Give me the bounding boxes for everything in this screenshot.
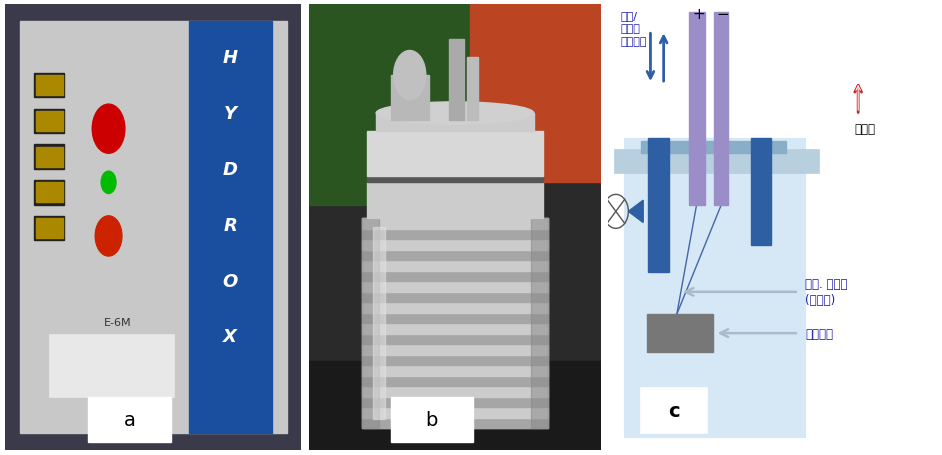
- Text: 압력계: 압력계: [854, 123, 875, 136]
- Bar: [367, 176, 543, 183]
- Text: c: c: [668, 401, 679, 420]
- Bar: [362, 303, 548, 313]
- Circle shape: [815, 49, 908, 174]
- Text: a: a: [123, 410, 136, 429]
- Text: b: b: [426, 410, 438, 429]
- Bar: [466, 58, 479, 121]
- Bar: [35, 181, 64, 205]
- Bar: [714, 14, 728, 205]
- Bar: [362, 250, 548, 261]
- Circle shape: [92, 105, 125, 154]
- Bar: [362, 418, 548, 428]
- Text: +: +: [691, 7, 705, 22]
- Bar: [373, 228, 385, 419]
- Bar: [391, 76, 429, 121]
- Bar: [309, 5, 469, 205]
- Bar: [689, 14, 705, 205]
- Bar: [362, 365, 548, 376]
- Bar: [531, 218, 548, 428]
- Bar: [36, 218, 62, 238]
- Circle shape: [95, 216, 122, 257]
- Circle shape: [394, 51, 426, 101]
- Text: R: R: [223, 216, 237, 234]
- Bar: [362, 344, 548, 355]
- Text: X: X: [223, 328, 237, 346]
- Text: Y: Y: [223, 105, 236, 123]
- Bar: [367, 131, 543, 176]
- Bar: [469, 5, 601, 183]
- Bar: [376, 114, 534, 131]
- Bar: [36, 147, 62, 167]
- Text: 산소/
배가스
유출입구: 산소/ 배가스 유출입구: [621, 11, 647, 47]
- Bar: [35, 74, 64, 98]
- Bar: [449, 40, 463, 121]
- Bar: [625, 138, 805, 437]
- Text: E-6M: E-6M: [104, 318, 131, 328]
- Bar: [188, 22, 272, 433]
- Text: O: O: [222, 272, 237, 290]
- Bar: [362, 397, 548, 407]
- Bar: [362, 229, 548, 239]
- Bar: [362, 355, 548, 365]
- Text: 발화용기: 발화용기: [805, 327, 834, 340]
- Bar: [641, 142, 786, 154]
- Bar: [362, 407, 548, 418]
- Bar: [36, 183, 62, 203]
- Bar: [641, 388, 706, 433]
- Polygon shape: [628, 201, 643, 223]
- Text: D: D: [222, 161, 237, 178]
- Bar: [49, 334, 174, 397]
- Ellipse shape: [376, 103, 534, 125]
- Bar: [751, 138, 771, 245]
- Bar: [647, 314, 713, 352]
- Bar: [362, 292, 548, 303]
- Circle shape: [101, 172, 116, 194]
- Bar: [391, 397, 473, 441]
- Bar: [362, 324, 548, 334]
- Bar: [367, 183, 543, 218]
- Text: −: −: [717, 7, 729, 22]
- Bar: [362, 218, 548, 428]
- Bar: [88, 397, 171, 441]
- Bar: [362, 386, 548, 397]
- Text: H: H: [222, 49, 237, 67]
- Bar: [362, 282, 548, 292]
- Bar: [362, 376, 548, 386]
- Bar: [35, 217, 64, 241]
- Bar: [35, 145, 64, 170]
- Bar: [362, 218, 548, 229]
- Bar: [362, 271, 548, 282]
- Bar: [362, 313, 548, 324]
- Bar: [362, 261, 548, 271]
- Bar: [35, 109, 64, 134]
- Text: 니켈. 크롬선
(점화선): 니켈. 크롬선 (점화선): [805, 278, 848, 307]
- Bar: [36, 76, 62, 96]
- Bar: [362, 334, 548, 344]
- Bar: [309, 361, 601, 450]
- Bar: [614, 149, 819, 174]
- Bar: [648, 138, 670, 272]
- Bar: [362, 218, 379, 428]
- Bar: [362, 239, 548, 250]
- Bar: [36, 111, 62, 131]
